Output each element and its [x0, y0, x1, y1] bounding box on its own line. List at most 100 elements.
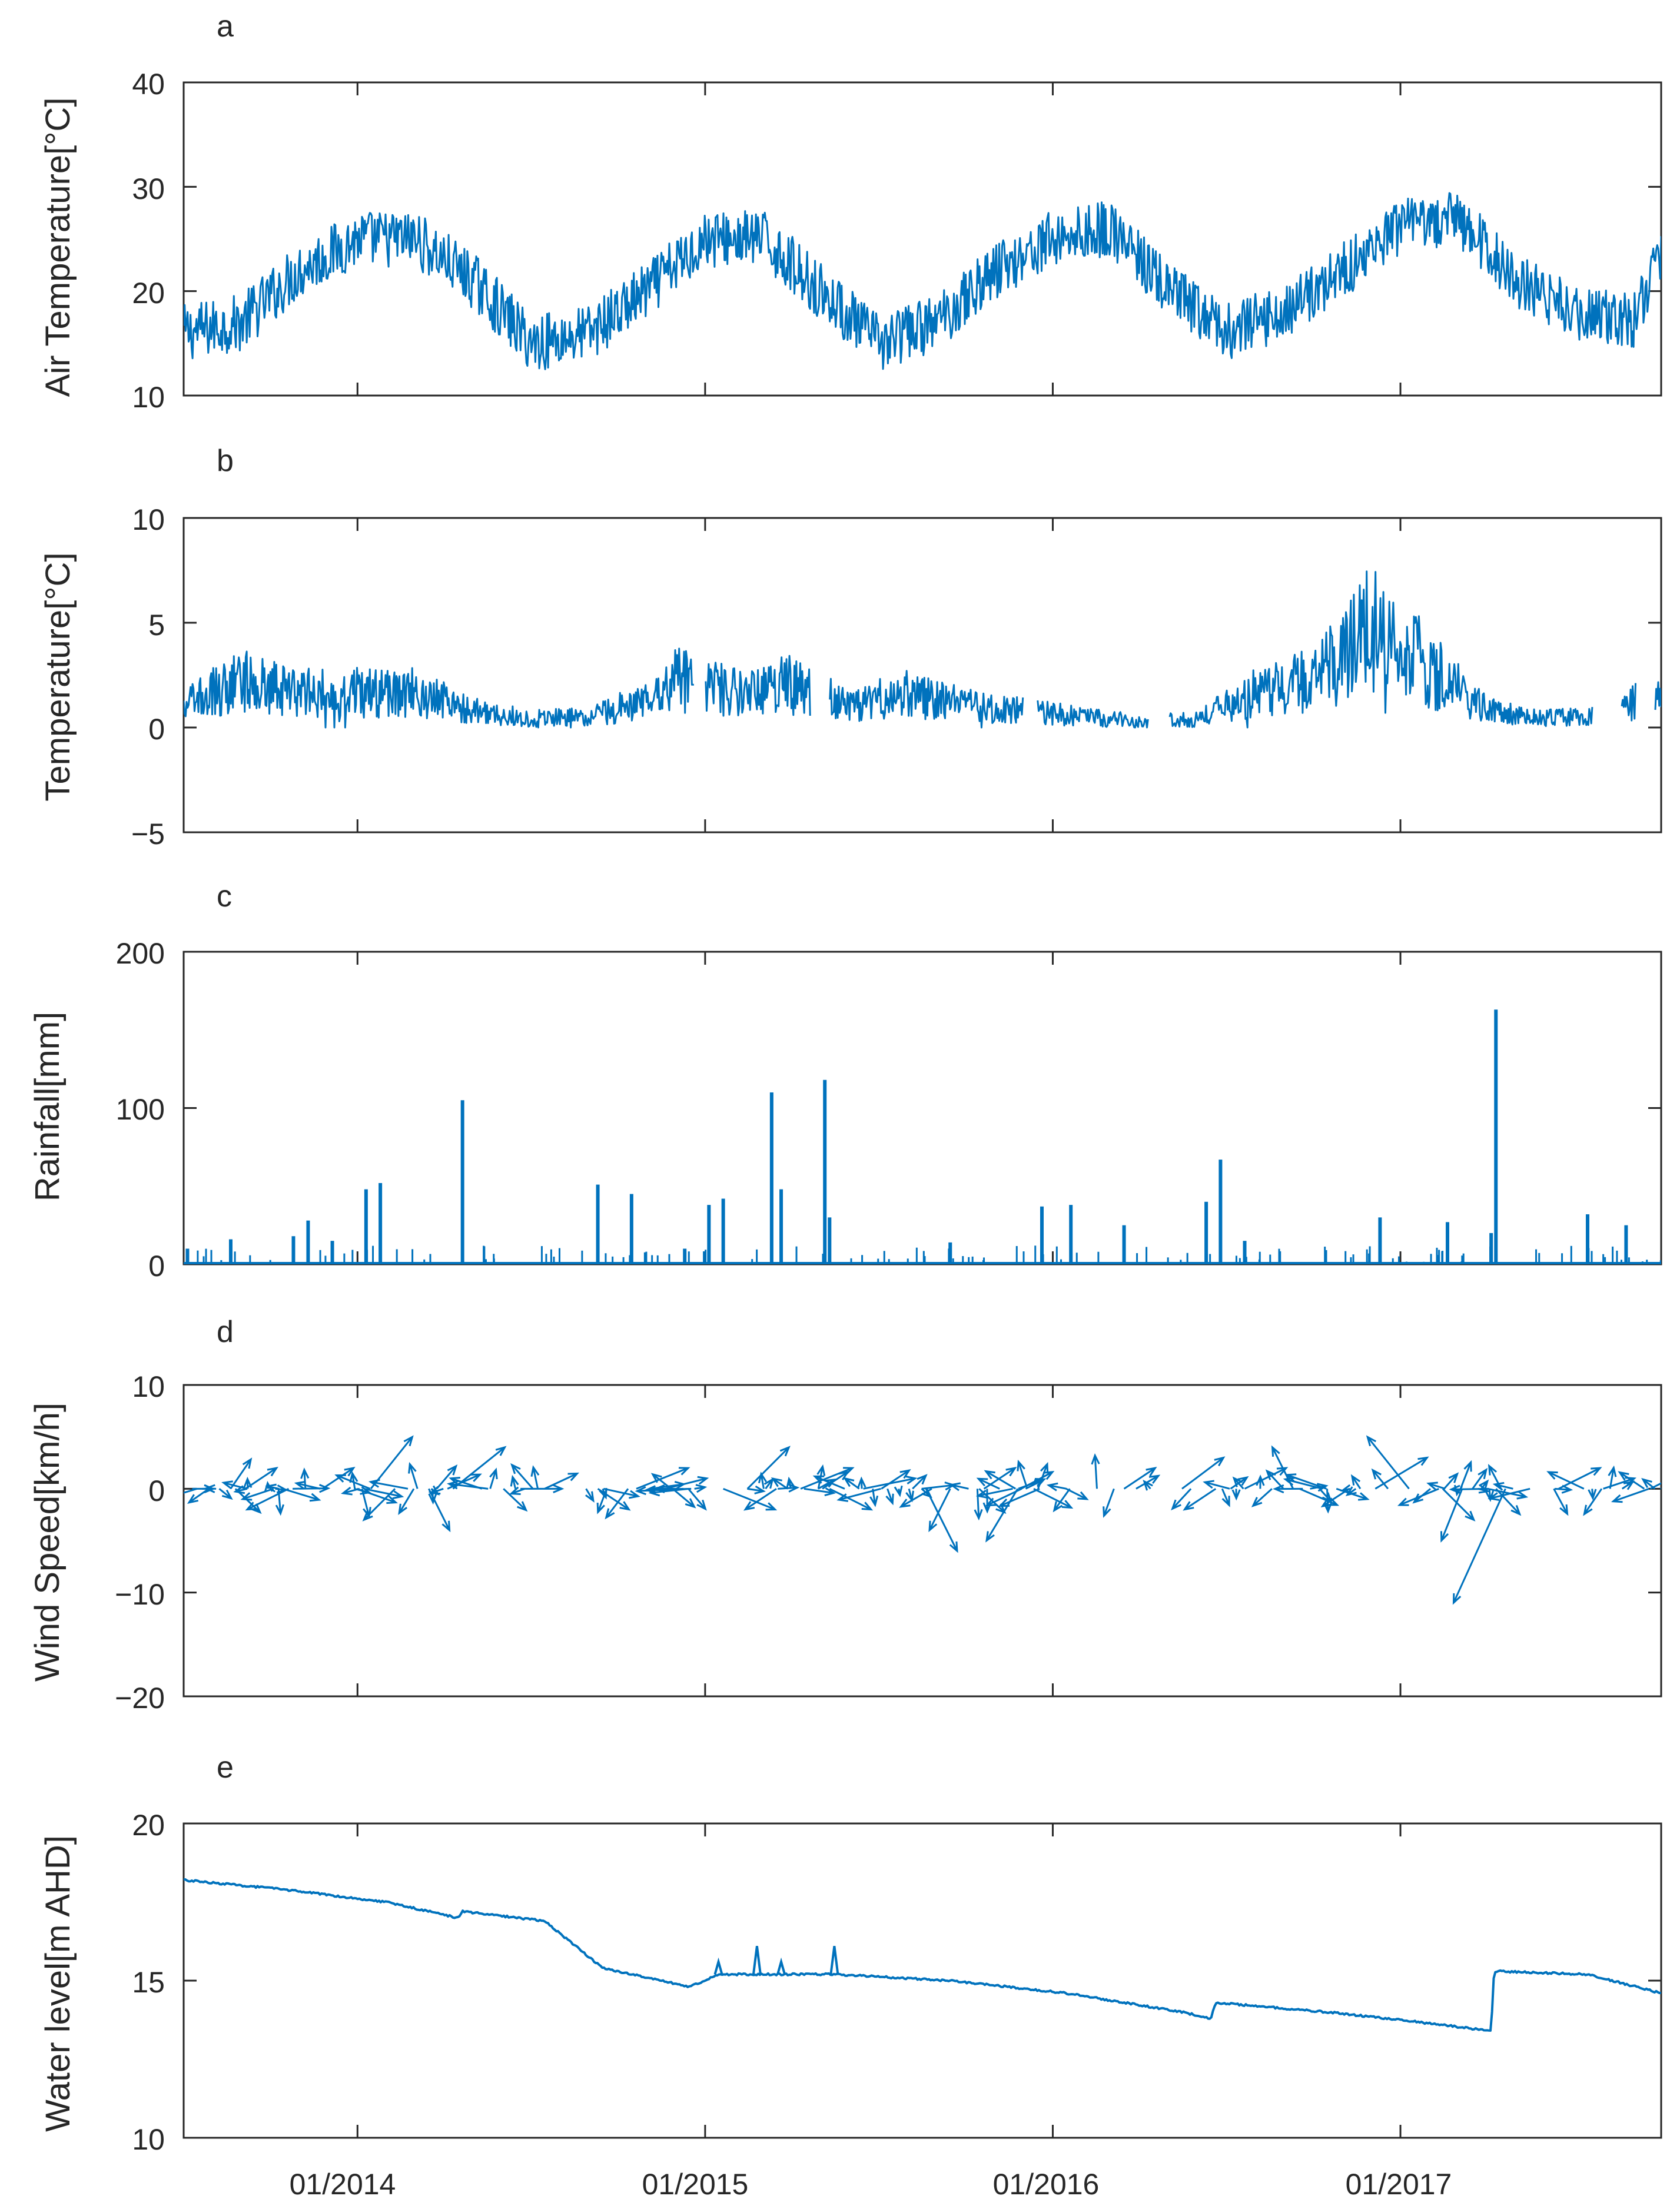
wind-vector-head	[344, 1466, 356, 1477]
wind-vector-minor	[881, 1469, 910, 1490]
panel-d-ytick-label: 0	[148, 1474, 165, 1507]
wind-vector-head	[1417, 1456, 1429, 1466]
wind-vector-head	[985, 1531, 995, 1543]
wind-vector-minor	[230, 1459, 252, 1490]
wind-vector-minor-head	[1546, 1471, 1558, 1480]
rainfall-bar	[1494, 1009, 1498, 1264]
wind-vector	[450, 1477, 483, 1490]
wind-vector-minor	[1351, 1476, 1362, 1490]
series-line	[184, 570, 1661, 729]
wind-vector	[829, 1487, 872, 1510]
wind-vector-minor-head	[1034, 1477, 1047, 1487]
wind-vector-minor	[1033, 1487, 1072, 1509]
wind-vector-minor	[688, 1488, 706, 1510]
wind-vector-minor-head	[1371, 1468, 1382, 1480]
wind-vector-minor-head	[1449, 1484, 1460, 1494]
panel-a: a Air Temperature[°C] 10 20 30 40	[39, 9, 1662, 414]
rainfall-bar	[1378, 1217, 1382, 1264]
wind-vector-minor-head	[899, 1469, 911, 1479]
wind-vector-minor	[1613, 1487, 1649, 1503]
rainfall-bar	[1586, 1214, 1590, 1264]
wind-vector-minor-head	[221, 1489, 233, 1500]
plot-area	[184, 570, 1661, 729]
wind-vector-minor-head	[1091, 1453, 1100, 1465]
wind-vector-minor-head	[917, 1474, 928, 1485]
wind-vector-minor	[1660, 1487, 1661, 1490]
rainfall-bar	[1040, 1206, 1044, 1264]
wind-vector-minor	[218, 1488, 232, 1499]
wind-vector-minor	[489, 1469, 497, 1489]
rainfall-bar	[596, 1184, 600, 1264]
wind-vector-minor	[605, 1488, 629, 1519]
wind-vector	[745, 1488, 777, 1510]
rainfall-bar	[379, 1182, 383, 1264]
wind-vector-minor-head	[318, 1484, 331, 1493]
panel-a-ytick-label: 40	[132, 68, 165, 101]
rainfall-bar	[779, 1189, 783, 1264]
wind-vector	[1453, 1488, 1506, 1603]
wind-vector-minor	[1443, 1473, 1458, 1490]
panel-c-ytick-label: 200	[116, 937, 165, 970]
wind-vector	[370, 1436, 413, 1490]
wind-vector-minor-head	[517, 1501, 528, 1512]
wind-vector-minor-head	[530, 1465, 540, 1477]
panel-e-ytick-label: 10	[132, 2123, 165, 2156]
wind-vector-minor	[1459, 1461, 1472, 1489]
wind-vector-minor	[603, 1487, 639, 1497]
wind-vector-minor-head	[1561, 1484, 1573, 1494]
wind-vector-minor	[242, 1487, 274, 1500]
wind-vector-minor	[817, 1466, 824, 1489]
wind-vector-minor-head	[1237, 1476, 1249, 1486]
wind-vector-minor-head	[1040, 1461, 1049, 1474]
wind-vector	[1558, 1467, 1601, 1490]
rainfall-bar	[769, 1092, 773, 1264]
wind-vector-minor-head	[857, 1476, 866, 1488]
wind-vector-minor-head	[894, 1485, 903, 1497]
rainfall-bar	[1204, 1201, 1208, 1264]
wind-vector-minor	[1018, 1478, 1045, 1490]
wind-vector-minor-head	[1611, 1494, 1623, 1503]
series-line	[184, 1878, 1661, 2032]
wind-vector-minor	[844, 1477, 860, 1490]
wind-vector-minor-head	[1323, 1502, 1333, 1514]
wind-vector-head	[1271, 1445, 1280, 1457]
wind-vector-minor-head	[995, 1503, 1007, 1514]
wind-vector-head	[697, 1476, 709, 1485]
wind-vector-minor	[398, 1488, 415, 1514]
wind-vector-head	[619, 1501, 631, 1511]
panel-b: b Temperature[°C] −5 0 5 10	[39, 444, 1662, 851]
axes-frame	[182, 1822, 1662, 2139]
panel-letter-b: b	[217, 444, 234, 478]
wind-vector-minor-head	[1397, 1497, 1409, 1506]
panel-d-ytick-label: 10	[132, 1370, 165, 1403]
wind-vector-head	[449, 1476, 460, 1486]
wind-vector-minor	[822, 1471, 848, 1490]
wind-vector-minor-head	[763, 1477, 774, 1489]
wind-vector	[1440, 1488, 1463, 1541]
panel-e-ylabel: Water level[m AHD]	[39, 1835, 77, 2132]
panel-b-ytick-label: 5	[148, 609, 165, 642]
wind-vector-head	[441, 1520, 451, 1533]
wind-vector-minor-head	[1148, 1474, 1161, 1484]
wind-vector-minor	[978, 1477, 1000, 1490]
rainfall-bar	[460, 1100, 464, 1264]
wind-vector-minor-head	[510, 1463, 521, 1474]
wind-vector-minor-head	[251, 1503, 262, 1514]
panel-e-ytick-label: 15	[132, 1966, 165, 1999]
rainfall-bar	[1069, 1205, 1073, 1264]
wind-vector-minor	[1428, 1482, 1446, 1490]
panel-e-ytick-label: 20	[132, 1809, 165, 1842]
wind-vector-minor-head	[1588, 1489, 1597, 1501]
panel-letter-d: d	[217, 1315, 234, 1349]
wind-vector-minor	[1319, 1488, 1332, 1502]
axes-frame	[182, 1384, 1662, 1698]
wind-vector-minor-head	[363, 1507, 371, 1519]
wind-vector-minor-head	[165, 1493, 174, 1500]
wind-vector-minor-head	[1053, 1501, 1063, 1513]
wind-vector-minor	[976, 1489, 980, 1519]
wind-vector-minor	[872, 1489, 876, 1505]
wind-vector-minor-head	[1618, 1471, 1629, 1481]
wind-vector-minor	[1488, 1465, 1502, 1490]
wind-vector-head	[267, 1466, 278, 1477]
wind-vector-minor	[637, 1487, 684, 1492]
